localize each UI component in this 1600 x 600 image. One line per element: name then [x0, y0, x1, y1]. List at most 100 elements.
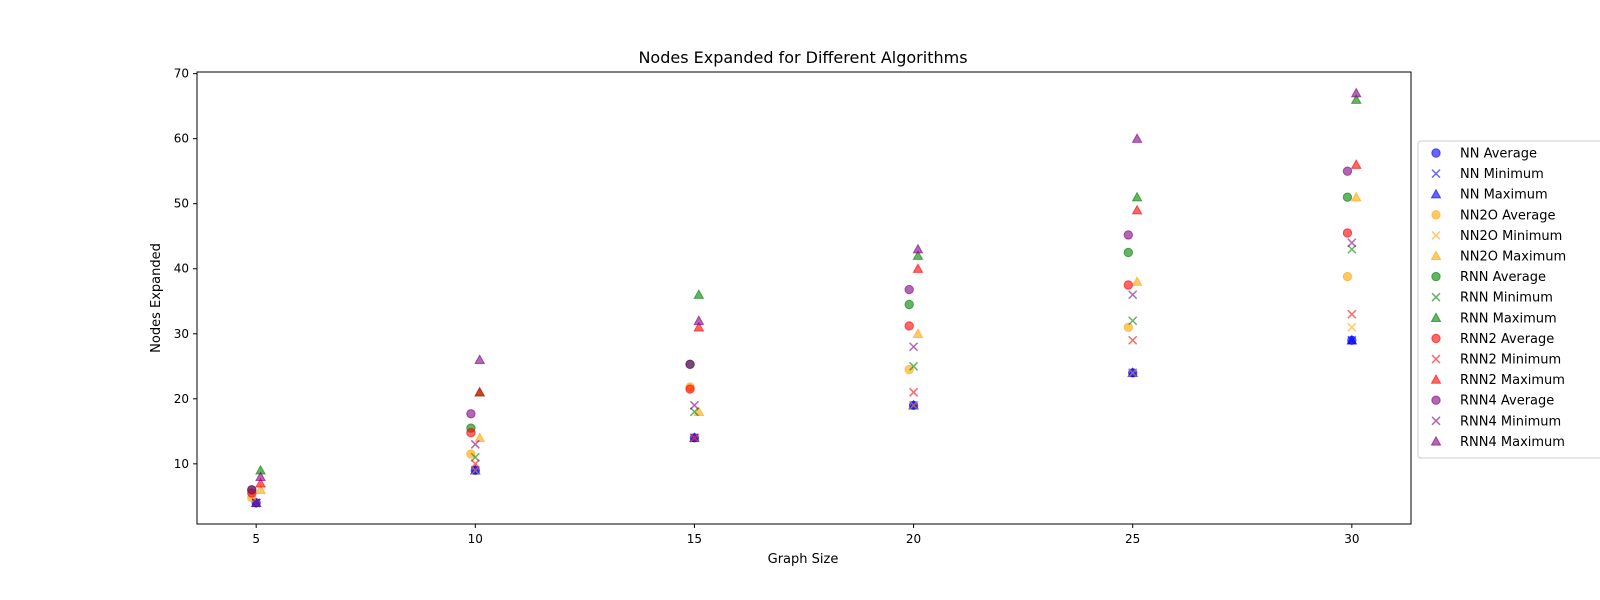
series-2: [250, 334, 1358, 508]
data-point: [1123, 247, 1134, 258]
data-point: [1123, 280, 1134, 290]
legend-label: NN Average: [1460, 147, 1537, 162]
data-point: [1342, 166, 1353, 176]
data-point: [255, 471, 266, 482]
legend-marker: [1430, 188, 1442, 199]
data-point: [1347, 238, 1357, 248]
data-point: [1347, 322, 1357, 332]
data-point: [909, 400, 919, 410]
data-point: [470, 452, 480, 462]
legend-label: RNN2 Maximum: [1460, 373, 1565, 388]
data-point: [689, 400, 699, 410]
data-point: [470, 459, 480, 469]
data-point: [255, 484, 266, 495]
legend-marker: [1431, 148, 1441, 158]
data-point: [1128, 316, 1138, 326]
data-point: [909, 342, 919, 352]
y-tick-label: 40: [174, 262, 189, 276]
data-point: [1350, 94, 1362, 104]
data-point: [689, 407, 699, 417]
data-point: [1342, 228, 1353, 238]
legend-label: RNN Average: [1460, 270, 1546, 285]
x-axis-label: Graph Size: [768, 552, 839, 567]
data-point: [466, 409, 476, 419]
legend-label: RNN4 Minimum: [1460, 414, 1561, 429]
plot-area: [196, 71, 1412, 525]
series-8: [255, 94, 1362, 475]
series-9: [247, 228, 1353, 498]
data-point: [912, 243, 924, 254]
legend-marker: [1431, 230, 1441, 240]
series-7: [251, 244, 1357, 508]
legend-marker: [1431, 292, 1441, 302]
y-tick-label: 30: [174, 327, 189, 341]
series-1: [251, 335, 1357, 508]
data-point: [912, 263, 924, 273]
series-0: [251, 335, 1357, 508]
legend-marker: [1431, 354, 1441, 364]
data-point: [1350, 191, 1362, 202]
legend-marker: [1430, 435, 1442, 446]
y-tick-label: 70: [174, 67, 189, 81]
legend-label: RNN2 Average: [1460, 332, 1554, 347]
data-point: [1123, 230, 1134, 240]
data-point: [689, 433, 699, 443]
series-6: [247, 192, 1353, 495]
chart-title: Nodes Expanded for Different Algorithms: [638, 48, 967, 67]
series-12: [247, 166, 1353, 495]
y-tick-label: 20: [174, 392, 189, 406]
data-point: [474, 354, 486, 364]
data-point: [912, 328, 924, 338]
data-point: [693, 321, 705, 332]
data-point: [912, 250, 924, 260]
legend-marker: [1431, 333, 1441, 344]
axes: 5 10 15 20 25 30 10 20 30 40 50 60 70: [174, 67, 1360, 546]
data-point: [1131, 191, 1143, 202]
data-point: [1128, 335, 1138, 345]
legend-label: NN Minimum: [1460, 167, 1544, 182]
legend-label: RNN2 Minimum: [1460, 353, 1561, 368]
data-point: [474, 432, 486, 443]
legend-label: RNN Minimum: [1460, 291, 1553, 306]
legend-marker: [1430, 250, 1442, 261]
legend-frame: [1417, 140, 1600, 459]
data-point: [693, 289, 705, 299]
data-point: [1123, 322, 1134, 332]
data-point: [1131, 276, 1143, 286]
data-point: [904, 299, 914, 310]
legend-marker: [1430, 312, 1442, 322]
data-point: [1342, 271, 1353, 282]
series-13: [251, 238, 1357, 508]
x-tick-label: 30: [1344, 532, 1359, 546]
x-tick-label: 10: [468, 532, 483, 546]
data-point: [685, 359, 695, 370]
data-point: [1346, 334, 1358, 345]
data-point: [1128, 290, 1138, 300]
y-tick-label: 50: [174, 197, 189, 211]
data-point: [1128, 368, 1138, 378]
legend-label: NN2O Maximum: [1460, 250, 1566, 265]
data-point: [1347, 309, 1357, 319]
legend-label: NN Maximum: [1460, 188, 1548, 203]
legend-marker: [1431, 169, 1441, 179]
x-tick-label: 20: [906, 532, 921, 546]
legend-label: NN2O Average: [1460, 208, 1555, 223]
legend-label: RNN4 Maximum: [1460, 435, 1565, 450]
series-11: [255, 159, 1362, 488]
series-10: [251, 309, 1357, 508]
series-14: [255, 87, 1362, 482]
series-3: [247, 271, 1353, 503]
legend-marker: [1430, 373, 1442, 384]
data-point: [466, 449, 476, 459]
legend-label: NN2O Minimum: [1460, 229, 1562, 244]
data-point: [693, 315, 705, 325]
y-tick-label: 10: [174, 457, 189, 471]
y-axis-label: Nodes Expanded: [149, 243, 164, 353]
data-point: [1350, 87, 1362, 98]
data-point: [1131, 204, 1143, 215]
data-point: [466, 427, 476, 438]
data-point: [685, 384, 695, 394]
legend-marker: [1431, 210, 1441, 220]
data-point: [255, 477, 266, 488]
